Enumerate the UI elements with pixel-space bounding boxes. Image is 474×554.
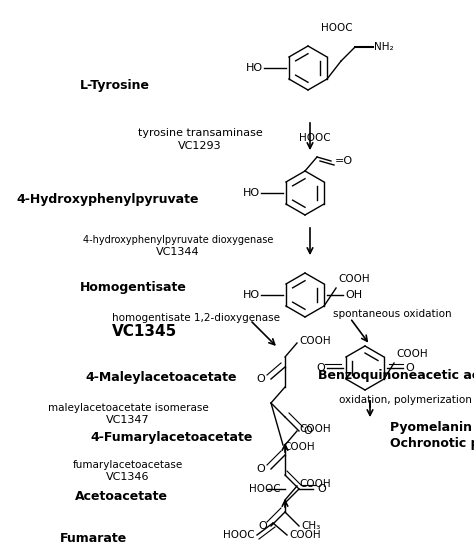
- Text: NH₂: NH₂: [374, 42, 394, 52]
- Text: maleylacetoacetate isomerase: maleylacetoacetate isomerase: [47, 403, 209, 413]
- Text: O: O: [405, 363, 414, 373]
- Text: O: O: [316, 363, 325, 373]
- Text: HO: HO: [243, 290, 260, 300]
- Text: 4-hydroxyphenylpyruvate dioxygenase: 4-hydroxyphenylpyruvate dioxygenase: [83, 235, 273, 245]
- Text: OH: OH: [345, 290, 362, 300]
- Text: oxidation, polymerization: oxidation, polymerization: [338, 395, 472, 405]
- Text: VC1293: VC1293: [178, 141, 222, 151]
- Text: HO: HO: [243, 188, 260, 198]
- Text: O: O: [256, 464, 265, 474]
- Text: L-Tyrosine: L-Tyrosine: [80, 79, 150, 91]
- Text: COOH: COOH: [338, 274, 370, 284]
- Text: O: O: [258, 521, 267, 531]
- Text: COOH: COOH: [299, 479, 331, 489]
- Text: spontaneous oxidation: spontaneous oxidation: [333, 309, 451, 319]
- Text: Fumarate: Fumarate: [60, 531, 127, 545]
- Text: Pyomelanin or: Pyomelanin or: [390, 422, 474, 434]
- Text: O: O: [256, 374, 265, 384]
- Text: CH₃: CH₃: [301, 521, 320, 531]
- Text: fumarylacetoacetase: fumarylacetoacetase: [73, 460, 183, 470]
- Text: COOH: COOH: [289, 530, 320, 540]
- Text: HO: HO: [246, 63, 263, 73]
- Text: Ochronotic pigment: Ochronotic pigment: [390, 437, 474, 449]
- Text: HOOC: HOOC: [299, 133, 331, 143]
- Text: Homogentisate: Homogentisate: [80, 281, 187, 295]
- Text: HOOC: HOOC: [321, 23, 353, 33]
- Text: 4-Maleylacetoacetate: 4-Maleylacetoacetate: [85, 372, 237, 384]
- Text: VC1344: VC1344: [156, 247, 200, 257]
- Text: tyrosine transaminase: tyrosine transaminase: [137, 128, 263, 138]
- Text: homogentisate 1,2-dioxygenase: homogentisate 1,2-dioxygenase: [112, 313, 280, 323]
- Text: VC1346: VC1346: [106, 472, 150, 482]
- Text: VC1345: VC1345: [112, 325, 177, 340]
- Text: COOH: COOH: [299, 424, 331, 434]
- Text: =O: =O: [335, 156, 353, 166]
- Text: VC1347: VC1347: [106, 415, 150, 425]
- Text: COOH: COOH: [299, 336, 331, 346]
- Text: HOOC: HOOC: [223, 530, 255, 540]
- Text: COOH: COOH: [396, 349, 428, 359]
- Text: O: O: [317, 484, 326, 494]
- Text: HOOC: HOOC: [249, 484, 281, 494]
- Text: O: O: [303, 426, 312, 436]
- Text: Acetoacetate: Acetoacetate: [75, 490, 168, 504]
- Text: 4-Hydroxyphenylpyruvate: 4-Hydroxyphenylpyruvate: [17, 193, 199, 207]
- Text: 4-Fumarylacetoacetate: 4-Fumarylacetoacetate: [90, 432, 252, 444]
- Text: COOH: COOH: [283, 442, 315, 452]
- Text: Benzoquinoneacetic acid: Benzoquinoneacetic acid: [318, 370, 474, 382]
